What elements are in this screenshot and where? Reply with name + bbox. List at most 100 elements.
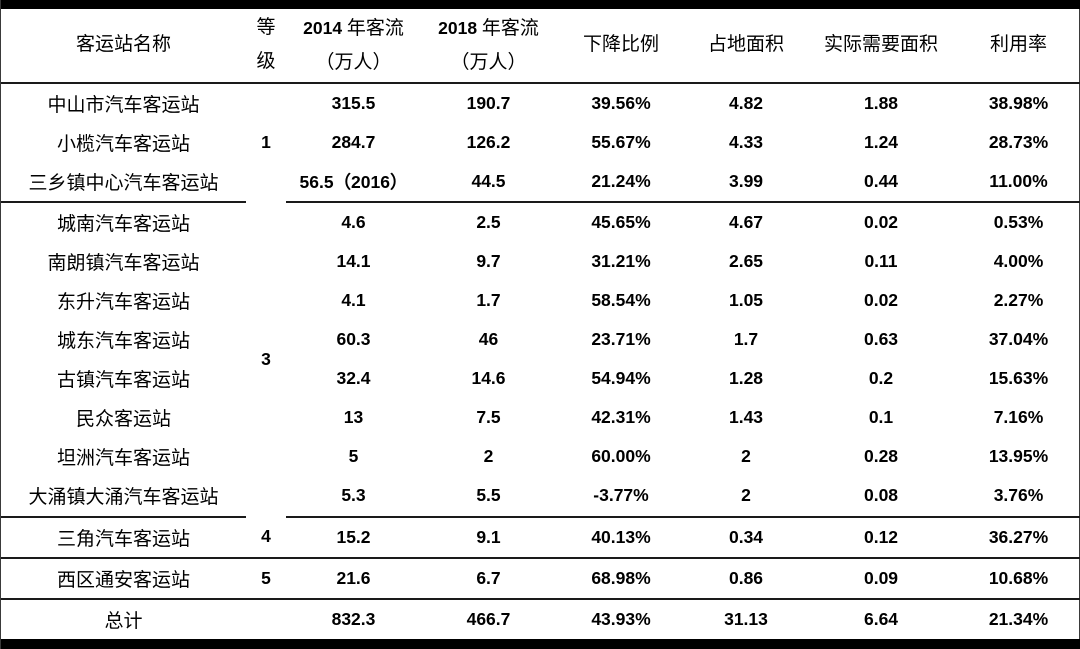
cell-decline: 31.21% (591, 250, 651, 271)
cell-area: 3.99 (686, 161, 806, 203)
cell-decline: 40.13% (556, 516, 686, 559)
cell-flow2014: 315.5 (331, 92, 376, 113)
cell-needed: 0.02 (863, 290, 899, 311)
station-name: 三角汽车客运站 (1, 516, 246, 559)
table-row: 古镇汽车客运站 32.4 14.6 54.94% 1.28 0.2 15.63% (1, 359, 1080, 398)
cell-area: 2.65 (728, 250, 764, 271)
cell-area: 4.33 (728, 131, 764, 152)
station-level: 3 (261, 348, 271, 369)
table-row: 西区通安客运站 5 21.6 6.7 68.98% 0.86 0.09 10.68% (1, 557, 1080, 600)
cell-flow2014: 4.1 (341, 290, 366, 311)
cell-decline: 42.31% (591, 407, 651, 428)
cell-flow2014: 5 (348, 446, 359, 467)
cell-utilization: 21.34% (988, 608, 1049, 629)
cell-decline: 60.00% (591, 446, 651, 467)
cell-flow2018: 1.7 (476, 290, 501, 311)
cell-decline: 58.54% (591, 290, 651, 311)
cell-decline: 54.94% (591, 368, 651, 389)
column-header-flow2014: 2014 年客流 （万人） (286, 4, 421, 84)
table-row: 三角汽车客运站 4 15.2 9.1 40.13% 0.34 0.12 36.27% (1, 516, 1080, 559)
cell-needed: 0.02 (863, 211, 899, 232)
column-header-decline: 下降比例 (556, 4, 686, 84)
station-name: 东升汽车客运站 (56, 292, 190, 314)
column-header-name: 客运站名称 (1, 4, 246, 84)
station-name: 南朗镇汽车客运站 (47, 252, 200, 274)
station-name: 小榄汽车客运站 (56, 133, 190, 155)
cell-area: 0.86 (686, 557, 806, 600)
cell-needed: 0.44 (806, 161, 956, 203)
cell-flow2018: 190.7 (466, 92, 511, 113)
column-header-needed: 实际需要面积 (806, 4, 956, 84)
table-header: 客运站名称等级 2014 年客流 （万人） 2018 年客流 （万人） 下降比例 占地面积实… (1, 4, 1080, 84)
cell-area: 1.43 (728, 407, 764, 428)
cell-flow2018: 9.1 (421, 516, 556, 559)
cell-needed: 1.24 (863, 131, 899, 152)
cell-utilization: 2.27% (993, 290, 1044, 311)
station-name: 民众客运站 (75, 409, 171, 431)
table-row: 大涌镇大涌汽车客运站 5.3 5.5 -3.77% 2 0.08 3.76% (1, 476, 1080, 518)
cell-flow2018: 9.7 (476, 250, 501, 271)
cell-flow2014: 21.6 (286, 557, 421, 600)
cell-flow2018: 5.5 (421, 476, 556, 518)
station-level: 4 (246, 516, 286, 559)
cell-flow2018: 2 (483, 446, 494, 467)
cell-needed: 6.64 (863, 608, 899, 629)
station-name: 城南汽车客运站 (56, 213, 190, 235)
cell-decline: 23.71% (591, 329, 651, 350)
cell-needed: 0.08 (806, 476, 956, 518)
station-name: 中山市汽车客运站 (47, 94, 200, 116)
cell-area: 4.82 (728, 92, 764, 113)
cell-utilization: 38.98% (988, 92, 1049, 113)
table-row: 三乡镇中心汽车客运站 56.5（2016） 44.5 21.24% 3.99 0.44 11… (1, 161, 1080, 203)
cell-utilization: 37.04% (988, 329, 1049, 350)
header-row: 客运站名称等级 2014 年客流 （万人） 2018 年客流 （万人） 下降比例 占地面积实… (1, 4, 1080, 84)
station-name: 大涌镇大涌汽车客运站 (1, 476, 246, 518)
cell-utilization: 10.68% (956, 557, 1080, 600)
cell-utilization: 0.53% (993, 211, 1044, 232)
cell-needed: 1.88 (863, 92, 899, 113)
cell-flow2014: 15.2 (286, 516, 421, 559)
table-row: 南朗镇汽车客运站 14.1 9.7 31.21% 2.65 0.11 4.00% (1, 242, 1080, 281)
cell-needed: 0.12 (806, 516, 956, 559)
cell-decline: -3.77% (556, 476, 686, 518)
cell-flow2014: 832.3 (331, 608, 376, 629)
column-header-utilization: 利用率 (956, 4, 1080, 84)
column-header-level: 等级 (246, 4, 286, 84)
cell-area: 2 (686, 476, 806, 518)
table-row: 东升汽车客运站 4.1 1.7 58.54% 1.05 0.02 2.27% (1, 281, 1080, 320)
cell-decline: 55.67% (591, 131, 651, 152)
cell-flow2014: 5.3 (286, 476, 421, 518)
cell-flow2014: 60.3 (336, 329, 371, 350)
station-name: 三乡镇中心汽车客运站 (1, 161, 246, 203)
cell-decline: 45.65% (591, 211, 651, 232)
column-header-year: 2014 (303, 17, 343, 38)
cell-area: 31.13 (724, 608, 768, 629)
table-row: 坦洲汽车客运站 5 2 60.00% 2 0.28 13.95% (1, 437, 1080, 476)
station-level: 5 (246, 557, 286, 600)
table-row: 小榄汽车客运站 284.7 126.2 55.67% 4.33 1.24 28.73% (1, 123, 1080, 162)
station-name: 城东汽车客运站 (56, 331, 190, 353)
cell-area: 4.67 (728, 211, 764, 232)
cell-needed: 0.28 (863, 446, 899, 467)
cell-utilization: 13.95% (988, 446, 1049, 467)
cell-utilization: 11.00% (956, 161, 1080, 203)
cell-flow2014: 13 (343, 407, 364, 428)
cell-utilization: 15.63% (988, 368, 1049, 389)
station-level: 1 (261, 132, 271, 153)
table-row: 城东汽车客运站 60.3 46 23.71% 1.7 0.63 37.04% (1, 320, 1080, 359)
total-label: 总计 (104, 610, 143, 632)
cell-flow2014: 284.7 (331, 131, 376, 152)
station-level (246, 599, 286, 644)
cell-needed: 0.09 (806, 557, 956, 600)
cell-flow2018: 126.2 (466, 131, 511, 152)
cell-flow2018: 2.5 (476, 211, 501, 232)
cell-area: 2 (741, 446, 751, 467)
cell-flow2014: 32.4 (336, 368, 371, 389)
station-name: 西区通安客运站 (1, 557, 246, 600)
cell-flow2014: 4.6 (341, 211, 366, 232)
cell-utilization: 3.76% (956, 476, 1080, 518)
table-row: 中山市汽车客运站 1 315.5 190.7 39.56% 4.82 1.88 38.98% (1, 83, 1080, 153)
table-body: 中山市汽车客运站 1 315.5 190.7 39.56% 4.82 1.88 38.98% 小… (1, 83, 1080, 645)
